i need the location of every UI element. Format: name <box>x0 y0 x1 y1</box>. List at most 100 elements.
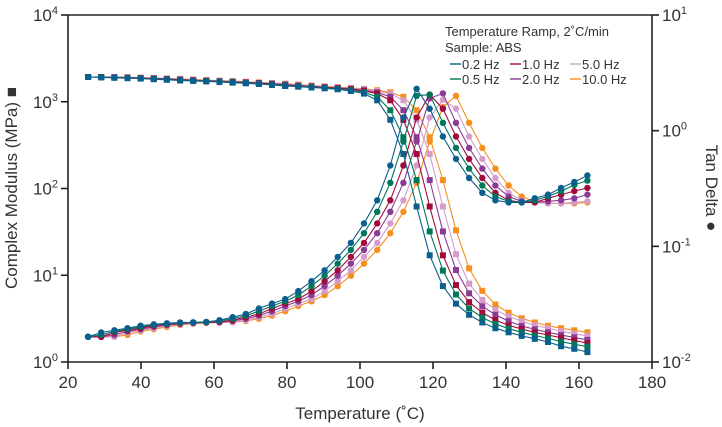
modulus-point <box>571 337 578 344</box>
modulus-point <box>531 322 538 329</box>
tan-delta-point <box>492 174 499 182</box>
tan-delta-point <box>479 155 486 163</box>
modulus-point <box>466 265 473 272</box>
modulus-point <box>453 267 459 273</box>
modulus-point <box>387 93 394 100</box>
tan-delta-point <box>374 208 381 215</box>
modulus-point <box>479 296 486 303</box>
right-y-tick-label: 10-2 <box>662 352 691 372</box>
tick-exponent: 4 <box>52 5 58 17</box>
legend-label: 0.5 Hz <box>462 72 500 87</box>
modulus-point <box>439 252 446 259</box>
modulus-point <box>282 83 289 89</box>
modulus-point <box>505 309 512 316</box>
modulus-line <box>88 76 588 348</box>
tan-delta-point <box>255 305 263 312</box>
tan-delta-point <box>452 133 460 140</box>
modulus-point <box>466 280 473 287</box>
series-2-0-Hz <box>84 74 591 343</box>
tan-delta-point <box>584 184 591 192</box>
modulus-point <box>413 177 420 184</box>
x-tick-label: 180 <box>638 373 666 392</box>
legend-label: 5.0 Hz <box>582 57 620 72</box>
modulus-point <box>466 311 473 318</box>
series-0-2-Hz <box>84 74 591 356</box>
tan-delta-point <box>308 278 315 285</box>
tick-base: 10 <box>662 6 681 25</box>
tan-delta-point <box>216 317 223 324</box>
modulus-point <box>531 329 538 336</box>
tick-base: 10 <box>33 93 52 112</box>
tick-exponent: 0 <box>52 352 58 364</box>
tan-delta-point <box>413 85 420 93</box>
modulus-point <box>492 317 499 323</box>
tan-delta-line <box>88 94 588 338</box>
modulus-point <box>413 134 420 141</box>
tan-delta-point <box>137 322 144 329</box>
tan-delta-point <box>360 246 368 254</box>
legend-item: 0.5 Hz <box>450 72 500 87</box>
tan-delta-point <box>452 144 460 152</box>
tan-delta-point <box>347 246 355 254</box>
tan-delta-point <box>452 119 460 127</box>
tan-delta-point <box>492 165 499 172</box>
tick-base: 10 <box>662 353 681 372</box>
left-y-tick-label: 100 <box>33 352 58 372</box>
tan-delta-point <box>439 133 447 140</box>
tan-delta-point <box>347 253 355 261</box>
legend-label: 10.0 Hz <box>582 72 627 87</box>
modulus-point <box>492 325 499 332</box>
modulus-point <box>137 75 144 82</box>
legend-item: 5.0 Hz <box>570 57 620 72</box>
tan-delta-point <box>321 272 328 279</box>
tan-delta-point <box>360 239 368 247</box>
series-10-0-Hz <box>84 74 591 340</box>
tan-delta-point <box>479 174 486 182</box>
tan-delta-point <box>584 191 591 198</box>
left-axis-title: Complex Modulus (MPa) ■ <box>2 87 21 289</box>
modulus-point <box>400 107 407 114</box>
tan-delta-point <box>400 114 407 121</box>
modulus-point <box>571 330 578 337</box>
tan-delta-point <box>387 162 394 169</box>
right-y-tick-label: 100 <box>662 121 687 141</box>
tan-delta-point <box>163 320 171 327</box>
modulus-point <box>518 329 525 336</box>
modulus-point <box>466 299 473 306</box>
legend-title: Temperature Ramp, 2˚C/min <box>445 24 609 39</box>
series-layer <box>84 74 591 356</box>
modulus-point <box>584 349 591 356</box>
modulus-point <box>177 77 184 84</box>
tan-delta-line <box>88 93 588 338</box>
tan-delta-point <box>387 208 394 215</box>
tan-delta-point <box>400 208 407 215</box>
modulus-line <box>88 76 588 353</box>
modulus-point <box>584 332 591 339</box>
tan-delta-point <box>282 295 289 303</box>
tan-delta-point <box>400 138 407 145</box>
x-tick-label: 140 <box>492 373 520 392</box>
modulus-point <box>439 177 446 184</box>
tan-delta-point <box>229 314 236 321</box>
tan-delta-point <box>426 138 433 145</box>
tan-delta-point <box>452 105 460 112</box>
tan-delta-point <box>584 198 591 205</box>
modulus-point <box>492 311 499 318</box>
modulus-point <box>308 84 315 91</box>
tan-delta-point <box>124 325 131 332</box>
tan-delta-point <box>413 162 420 169</box>
tan-delta-point <box>111 327 118 334</box>
modulus-point <box>466 305 473 312</box>
modulus-point <box>505 329 512 336</box>
modulus-point <box>545 332 551 338</box>
tan-delta-point <box>544 191 552 198</box>
tan-delta-point <box>203 318 210 326</box>
tan-delta-point <box>334 267 341 274</box>
tan-delta-point <box>571 178 578 186</box>
modulus-point <box>558 343 565 350</box>
modulus-point <box>387 107 394 114</box>
tick-base: 10 <box>33 353 52 372</box>
tan-delta-point <box>465 133 473 140</box>
